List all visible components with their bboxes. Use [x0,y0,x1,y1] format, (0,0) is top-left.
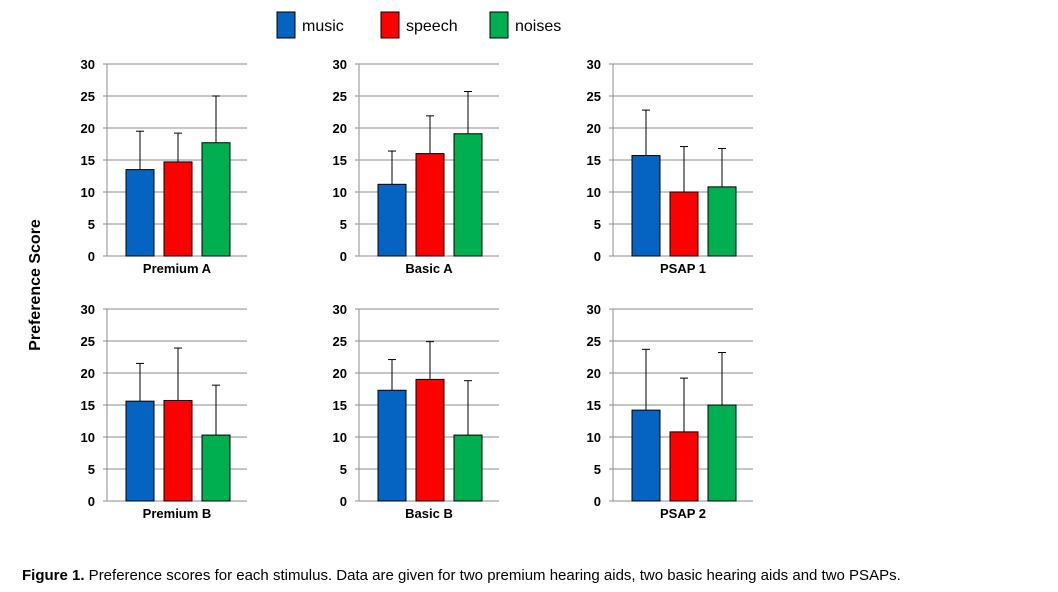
y-tick-label: 20 [587,366,601,381]
y-tick-label: 20 [333,366,347,381]
y-tick-label: 30 [333,302,347,317]
y-tick-label: 10 [81,185,95,200]
bar-basic-a-noises [453,133,483,257]
legend-swatch-music [276,11,296,39]
y-tick-label: 25 [333,334,347,349]
panel-title-psap-2: PSAP 2 [660,506,706,521]
y-tick-label: 25 [587,334,601,349]
legend-label-noises: noises [515,18,561,35]
panel-title-basic-a: Basic A [405,261,453,276]
legend-swatch-noises [489,11,509,39]
bar-premium-b-noises [201,434,231,502]
panel-basic-a: 0 5 10 15 20 25 30 Basic A [333,57,499,276]
y-tick-label: 30 [587,57,601,72]
panel-premium-b: 0 5 10 15 20 25 30 Premium B [81,302,247,521]
y-tick-label: 0 [88,494,95,509]
y-tick-label: 5 [88,217,95,232]
legend-label-speech: speech [406,18,458,35]
chart-panels: 0 5 10 15 20 25 30 Premium A 0 5 10 15 20 25 30 Basic A… [81,57,753,521]
y-tick-label: 30 [587,302,601,317]
y-tick-label: 15 [333,153,347,168]
legend: music speech noises [276,11,561,39]
bar-premium-b-music [125,400,155,502]
y-tick-label: 10 [81,430,95,445]
y-tick-label: 15 [587,398,601,413]
y-tick-label: 10 [333,430,347,445]
caption-label: Figure 1. [22,567,85,584]
y-tick-label: 0 [88,249,95,264]
bar-premium-a-music [125,169,155,257]
bar-premium-b-speech [163,400,193,502]
panel-psap-2: 0 5 10 15 20 25 30 PSAP 2 [587,302,753,521]
figure-caption: Figure 1. Preference scores for each sti… [22,567,901,584]
panel-title-premium-b: Premium B [143,506,212,521]
y-tick-label: 10 [587,185,601,200]
caption-text: Preference scores for each stimulus. Dat… [84,567,901,584]
legend-swatch-speech [380,11,400,39]
y-tick-label: 25 [587,89,601,104]
bar-psap-2-noises [707,404,737,502]
panel-title-psap-1: PSAP 1 [660,261,706,276]
bar-psap-2-speech [669,431,699,502]
legend-label-music: music [302,18,344,35]
y-tick-label: 15 [81,398,95,413]
y-tick-label: 0 [594,494,601,509]
y-tick-label: 30 [333,57,347,72]
bar-basic-a-music [377,183,407,257]
y-tick-label: 5 [88,462,95,477]
y-tick-label: 5 [594,217,601,232]
bar-psap-1-music [631,155,661,257]
panel-title-basic-b: Basic B [405,506,453,521]
y-tick-label: 25 [81,89,95,104]
y-tick-label: 5 [340,462,347,477]
y-tick-label: 0 [340,249,347,264]
bar-basic-b-speech [415,378,445,502]
y-tick-label: 20 [81,366,95,381]
bar-premium-a-noises [201,142,231,257]
bar-psap-1-noises [707,186,737,257]
bar-premium-a-speech [163,161,193,257]
y-tick-label: 15 [81,153,95,168]
panel-basic-b: 0 5 10 15 20 25 30 Basic B [333,302,499,521]
y-tick-label: 30 [81,302,95,317]
panel-premium-a: 0 5 10 15 20 25 30 Premium A [81,57,247,276]
y-tick-label: 0 [594,249,601,264]
bar-basic-b-music [377,389,407,502]
y-tick-label: 20 [333,121,347,136]
y-tick-label: 0 [340,494,347,509]
y-tick-label: 25 [333,89,347,104]
y-tick-label: 5 [594,462,601,477]
bar-psap-1-speech [669,191,699,257]
y-tick-label: 15 [587,153,601,168]
y-tick-label: 25 [81,334,95,349]
y-tick-label: 10 [333,185,347,200]
bar-basic-b-noises [453,434,483,502]
y-tick-label: 15 [333,398,347,413]
y-tick-label: 30 [81,57,95,72]
bar-basic-a-speech [415,153,445,257]
y-axis-label: Preference Score [27,219,44,351]
y-tick-label: 5 [340,217,347,232]
bar-psap-2-music [631,409,661,502]
panel-title-premium-a: Premium A [143,261,212,276]
y-tick-label: 20 [587,121,601,136]
panel-psap-1: 0 5 10 15 20 25 30 PSAP 1 [587,57,753,276]
y-tick-label: 10 [587,430,601,445]
y-tick-label: 20 [81,121,95,136]
